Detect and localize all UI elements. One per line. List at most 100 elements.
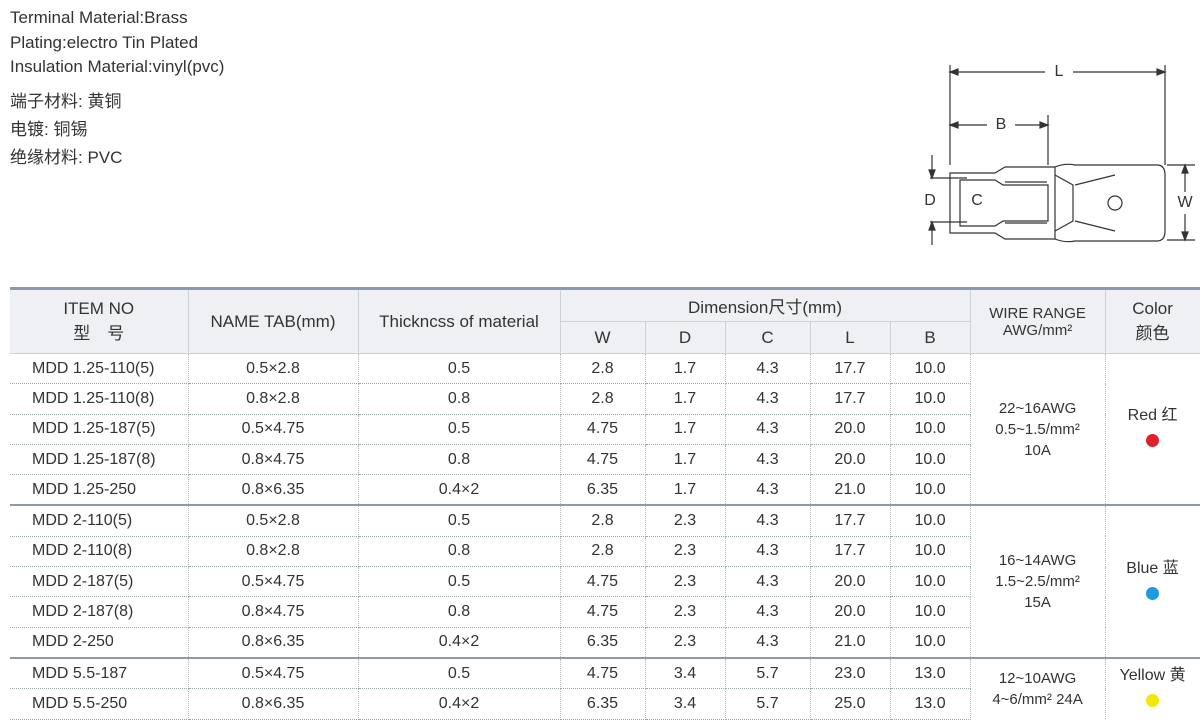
table-cell: 1.7 xyxy=(645,383,726,415)
table-cell: MDD 1.25-110(5) xyxy=(10,353,189,385)
wire-range-cell: 12~10AWG 4~6/mm² 24A xyxy=(970,656,1106,720)
table-cell: 0.8×6.35 xyxy=(188,474,359,506)
color-cell: Blue 蓝 xyxy=(1105,504,1200,658)
table-cell: 10.0 xyxy=(890,627,971,659)
table-cell: 4.3 xyxy=(725,474,811,506)
header-cell: Dimension尺寸(mm) xyxy=(560,287,971,322)
header-cell: ITEM NO 型 号 xyxy=(10,287,189,354)
header-cell: C xyxy=(725,321,811,354)
table-cell: 0.8 xyxy=(358,596,561,628)
table-row: MDD 1.25-110(5) 0.5×2.8 0.5 2.8 1.7 4.3 17.7 10… xyxy=(10,353,1200,506)
table-cell: 20.0 xyxy=(810,414,891,445)
table-cell: 0.8×4.75 xyxy=(188,444,359,476)
table-cell: MDD 2-187(5) xyxy=(10,566,189,598)
table-row: MDD 1.25-187(5) 0.5×4.75 0.5 4.75 1.7 4.3 20.0… xyxy=(10,414,1200,445)
header-cell: B xyxy=(890,321,971,354)
table-cell: 10.0 xyxy=(890,353,971,385)
table-cell: 25.0 xyxy=(810,688,891,720)
table-cell: 1.7 xyxy=(645,474,726,506)
table-cell: 0.5×2.8 xyxy=(188,353,359,385)
table-cell: 21.0 xyxy=(810,474,891,506)
table-cell: 10.0 xyxy=(890,536,971,568)
table-cell: 2.8 xyxy=(560,383,646,415)
table-cell: 0.4×2 xyxy=(358,627,561,659)
header-text: AWG/mm² xyxy=(1002,321,1073,339)
spec-line: Insulation Material:vinyl(pvc) xyxy=(10,57,225,76)
header-text: 颜色 xyxy=(1135,324,1170,343)
table-cell: 4.3 xyxy=(725,414,811,445)
spec-line: 端子材料: 黄铜 xyxy=(10,91,122,111)
table-cell: MDD 2-250 xyxy=(10,627,189,659)
table-cell: 2.8 xyxy=(560,536,646,568)
header-cell: Color 颜色 xyxy=(1105,287,1200,354)
table-cell: 2.8 xyxy=(560,504,646,537)
table-cell: 4.3 xyxy=(725,566,811,598)
table-cell: 2.3 xyxy=(645,566,726,598)
spec-line: 绝缘材料: PVC xyxy=(10,147,123,167)
table-cell: 1.7 xyxy=(645,353,726,385)
spec-line: 电镀: 铜锡 xyxy=(10,119,88,139)
color-cell: Red 红 xyxy=(1105,353,1200,506)
table-cell: 17.7 xyxy=(810,536,891,568)
wire-range-text: 1.5~2.5/mm² xyxy=(995,573,1080,591)
table-row: MDD 2-110(5) 0.5×2.8 0.5 2.8 2.3 4.3 17.7 10.0 1… xyxy=(10,504,1200,658)
table-cell: 2.3 xyxy=(645,536,726,568)
table-cell: 4.3 xyxy=(725,444,811,476)
table-cell: 10.0 xyxy=(890,444,971,476)
table-cell: 20.0 xyxy=(810,566,891,598)
terminal-diagram: L B D C W xyxy=(924,63,1195,245)
table-cell: 20.0 xyxy=(810,444,891,476)
table-cell: 0.5 xyxy=(358,353,561,385)
header-row: ITEM NO 型 号 NAME TAB(mm) Thickncss of mater… xyxy=(10,287,1200,354)
table-cell: 1.7 xyxy=(645,444,726,476)
table-cell: 23.0 xyxy=(810,656,891,690)
table-cell: 0.5 xyxy=(358,414,561,445)
table-cell: 10.0 xyxy=(890,474,971,506)
table-cell: MDD 1.25-250 xyxy=(10,474,189,506)
table-cell: 13.0 xyxy=(890,656,971,690)
table-cell: 0.8×6.35 xyxy=(188,627,359,659)
table-cell: 10.0 xyxy=(890,383,971,415)
header-cell: L xyxy=(810,321,891,354)
table-cell: 2.3 xyxy=(645,627,726,659)
wire-range-text: 22~16AWG xyxy=(998,399,1077,417)
table-row: MDD 2-250 0.8×6.35 0.4×2 6.35 2.3 4.3 21.0 10.0 xyxy=(10,627,1200,659)
table-cell: 5.7 xyxy=(725,688,811,720)
wire-range-text: 10A xyxy=(1024,441,1051,459)
table-cell: 0.8×2.8 xyxy=(188,536,359,568)
table-cell: 4.3 xyxy=(725,504,811,537)
table-cell: 4.3 xyxy=(725,383,811,415)
table-cell: 4.75 xyxy=(560,566,646,598)
header-text: 型 号 xyxy=(73,324,125,343)
table-row: MDD 1.25-187(8) 0.8×4.75 0.8 4.75 1.7 4.3 20.0… xyxy=(10,444,1200,476)
header-cell: WIRE RANGE AWG/mm² xyxy=(970,287,1106,354)
table-row: MDD 1.25-250 0.8×6.35 0.4×2 6.35 1.7 4.3 21.0 1… xyxy=(10,474,1200,506)
color-name: Yellow 黄 xyxy=(1119,667,1186,685)
table-cell: 4.3 xyxy=(725,596,811,628)
table-cell: 21.0 xyxy=(810,627,891,659)
spacer xyxy=(10,80,224,88)
table-row: MDD 2-187(8) 0.8×4.75 0.8 4.75 2.3 4.3 20.0 10.… xyxy=(10,596,1200,628)
table-cell: MDD 1.25-187(5) xyxy=(10,414,189,445)
table-cell: 0.8 xyxy=(358,536,561,568)
table-cell: 2.3 xyxy=(645,504,726,537)
color-name: Red 红 xyxy=(1127,407,1178,425)
table-cell: 4.75 xyxy=(560,596,646,628)
table-cell: 0.5 xyxy=(358,566,561,598)
wire-range-text: 4~6/mm² 24A xyxy=(992,691,1083,709)
wire-range-cell: 22~16AWG 0.5~1.5/mm² 10A xyxy=(970,353,1106,506)
table-row: MDD 1.25-110(8) 0.8×2.8 0.8 2.8 1.7 4.3 17.7 10… xyxy=(10,383,1200,415)
spec-table: ITEM NO 型 号 NAME TAB(mm) Thickncss of mater… xyxy=(10,287,1200,720)
table-cell: 0.4×2 xyxy=(358,688,561,720)
wire-range-text: 0.5~1.5/mm² xyxy=(995,420,1080,438)
color-dot xyxy=(1146,586,1160,600)
table-cell: 6.35 xyxy=(560,474,646,506)
table-row: MDD 5.5-187 0.5×4.75 0.5 4.75 3.4 5.7 23.0 13.0… xyxy=(10,656,1200,720)
table-cell: 17.7 xyxy=(810,504,891,537)
table-cell: 0.5×4.75 xyxy=(188,414,359,445)
table-cell: MDD 2-110(8) xyxy=(10,536,189,568)
color-name: Blue 蓝 xyxy=(1126,559,1179,577)
table-cell: 4.75 xyxy=(560,656,646,690)
